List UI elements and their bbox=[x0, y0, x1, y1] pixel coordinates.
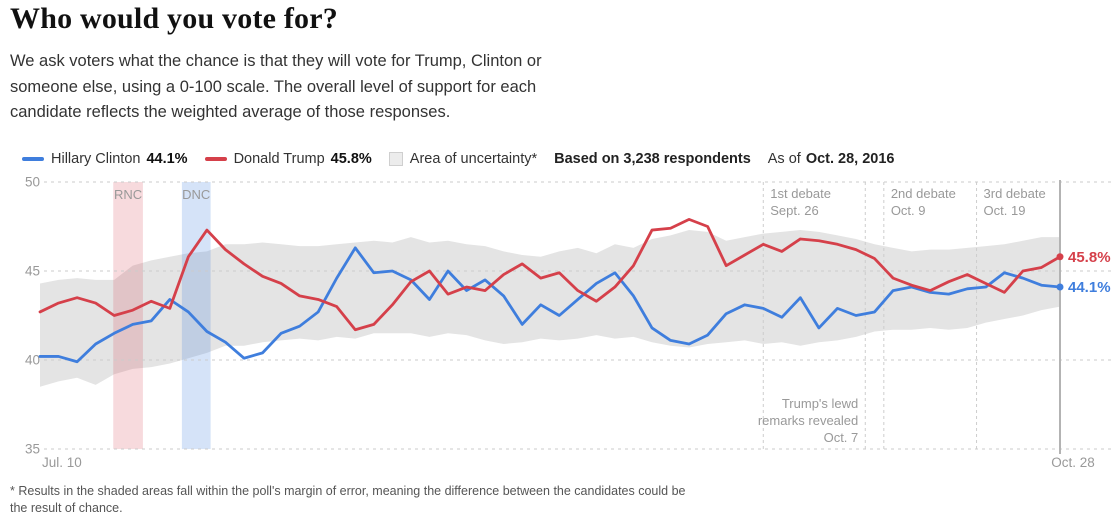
uncertainty-swatch bbox=[388, 152, 403, 166]
lewd-remarks-label-line-1: Trump's lewd bbox=[782, 396, 858, 411]
dnc-label: DNC bbox=[182, 187, 210, 202]
legend-uncertainty-label: Area of uncertainty* bbox=[409, 151, 538, 167]
lewd-remarks-label-line-3: Oct. 7 bbox=[824, 430, 859, 445]
x-label-start: Jul. 10 bbox=[42, 455, 82, 470]
dnc-band bbox=[181, 182, 211, 449]
footnote: * Results in the shaded areas fall withi… bbox=[10, 484, 686, 516]
legend-clinton-label: Hillary Clinton bbox=[51, 151, 141, 167]
asof-date: Oct. 28, 2016 bbox=[805, 151, 895, 167]
respondents-note: Based on 3,238 respondents bbox=[554, 151, 751, 167]
page-title: Who would you vote for? bbox=[10, 2, 338, 35]
trump-line bbox=[38, 217, 1062, 332]
legend-trump: Donald Trump 45.8% bbox=[204, 151, 372, 167]
debate-2-label-line-1: 2nd debate bbox=[891, 186, 956, 201]
y-tick-50: 50 bbox=[25, 177, 40, 190]
legend-trump-label: Donald Trump bbox=[233, 151, 325, 167]
debate-1-label-line-2: Sept. 26 bbox=[770, 203, 818, 218]
debate-3-label-line-1: 3rd debate bbox=[984, 186, 1046, 201]
legend-clinton: Hillary Clinton 44.1% bbox=[22, 151, 188, 167]
clinton-endpoint-dot bbox=[1056, 283, 1064, 291]
chart-legend: Hillary Clinton 44.1% Donald Trump 45.8%… bbox=[22, 151, 894, 167]
y-tick-35: 35 bbox=[25, 442, 40, 457]
chart-area: RNC DNC 50 45 40 35 1st debate Sept. 26 Trump's … bbox=[0, 175, 1116, 478]
rnc-label: RNC bbox=[114, 187, 142, 202]
debate-3-label-line-2: Oct. 19 bbox=[984, 203, 1026, 218]
legend-uncertainty: Area of uncertainty* bbox=[388, 151, 538, 167]
trump-endpoint-dot bbox=[1056, 253, 1064, 261]
clinton-end-label: 44.1% bbox=[1068, 279, 1111, 296]
clinton-line-swatch bbox=[22, 157, 44, 161]
legend-clinton-value: 44.1% bbox=[146, 151, 188, 167]
asof-prefix: As of bbox=[767, 151, 801, 167]
clinton-line bbox=[38, 246, 1062, 364]
y-tick-45: 45 bbox=[25, 264, 40, 279]
debate-2-label-line-2: Oct. 9 bbox=[891, 203, 926, 218]
trump-end-label: 45.8% bbox=[1068, 249, 1111, 266]
x-label-end: Oct. 28 bbox=[1051, 455, 1095, 470]
trump-line-swatch bbox=[204, 157, 227, 161]
asof-note: As of Oct. 28, 2016 bbox=[768, 151, 895, 167]
lewd-remarks-label-line-2: remarks revealed bbox=[758, 413, 858, 428]
chart-description: We ask voters what the chance is that th… bbox=[10, 52, 542, 122]
poll-line-chart: RNC DNC 50 45 40 35 1st debate Sept. 26 Trump's … bbox=[25, 175, 1114, 470]
y-tick-40: 40 bbox=[25, 353, 40, 368]
uncertainty-band bbox=[40, 230, 1060, 387]
debate-1-label-line-1: 1st debate bbox=[770, 186, 831, 201]
legend-trump-value: 45.8% bbox=[330, 151, 372, 167]
